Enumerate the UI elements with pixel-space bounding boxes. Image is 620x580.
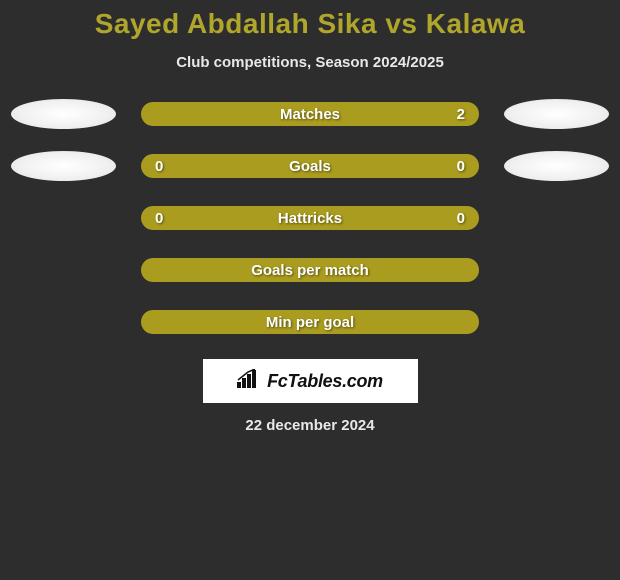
stat-row: Min per goal bbox=[0, 307, 620, 337]
infographic-container: Sayed Abdallah Sika vs Kalawa Club compe… bbox=[0, 0, 620, 434]
page-title: Sayed Abdallah Sika vs Kalawa bbox=[0, 8, 620, 40]
stat-row: 0 Hattricks 0 bbox=[0, 203, 620, 233]
stat-bar: Goals per match bbox=[141, 258, 479, 282]
stat-row: 0 Goals 0 bbox=[0, 151, 620, 181]
generation-date: 22 december 2024 bbox=[0, 417, 620, 434]
stat-label: Min per goal bbox=[266, 314, 354, 331]
stat-value-right: 0 bbox=[451, 158, 465, 175]
stat-value-left: 0 bbox=[155, 210, 169, 227]
player-right-ellipse bbox=[504, 151, 609, 181]
logo-text: FcTables.com bbox=[267, 371, 383, 392]
stat-value-right: 2 bbox=[451, 106, 465, 123]
source-logo: FcTables.com bbox=[203, 359, 418, 403]
stat-bar: Min per goal bbox=[141, 310, 479, 334]
stat-label: Hattricks bbox=[278, 210, 342, 227]
subtitle: Club competitions, Season 2024/2025 bbox=[0, 54, 620, 71]
stat-rows: Matches 2 0 Goals 0 0 Hattricks 0 Goals per matc… bbox=[0, 99, 620, 337]
stat-value-left: 0 bbox=[155, 158, 169, 175]
player-left-ellipse bbox=[11, 99, 116, 129]
stat-label: Matches bbox=[280, 106, 340, 123]
player-right-ellipse bbox=[504, 99, 609, 129]
stat-label: Goals bbox=[289, 158, 331, 175]
stat-value-right: 0 bbox=[451, 210, 465, 227]
stat-label: Goals per match bbox=[251, 262, 369, 279]
stat-bar: Matches 2 bbox=[141, 102, 479, 126]
stat-row: Matches 2 bbox=[0, 99, 620, 129]
stat-bar: 0 Goals 0 bbox=[141, 154, 479, 178]
stat-row: Goals per match bbox=[0, 255, 620, 285]
stat-bar: 0 Hattricks 0 bbox=[141, 206, 479, 230]
bar-chart-icon bbox=[237, 369, 263, 394]
player-left-ellipse bbox=[11, 151, 116, 181]
